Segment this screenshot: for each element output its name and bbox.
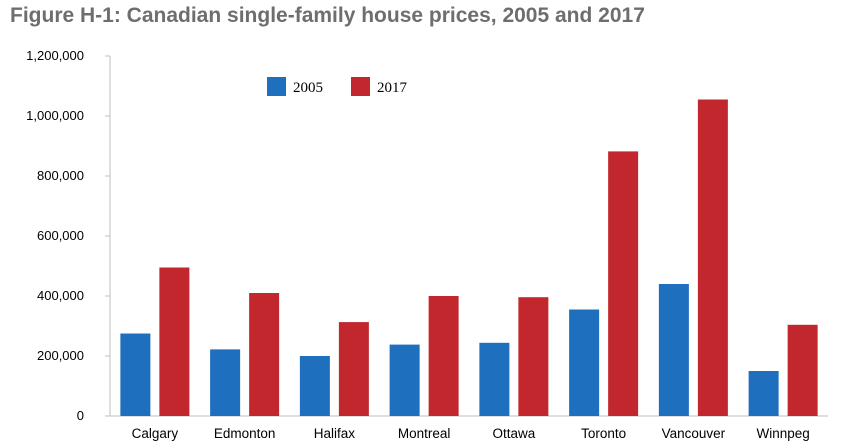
bar-2017-montreal	[428, 296, 459, 416]
bar-2005-toronto	[569, 309, 600, 416]
y-axis-ticks: 0 200,000 400,000 600,000 800,000 1,000,000 1,…	[26, 48, 110, 423]
y-tick-label: 400,000	[37, 288, 84, 303]
bar-2017-calgary	[159, 267, 190, 416]
x-tick-label: Calgary	[132, 426, 179, 441]
y-tick-label: 0	[77, 408, 84, 423]
bar-2005-calgary	[120, 333, 151, 416]
y-tick-label: 600,000	[37, 228, 84, 243]
bars-group	[120, 99, 818, 416]
x-tick-label: Winnpeg	[756, 426, 809, 441]
legend-label-2005: 2005	[293, 80, 323, 96]
x-tick-label: Ottawa	[492, 426, 535, 441]
y-tick-label: 800,000	[37, 168, 84, 183]
y-tick-label: 1,000,000	[26, 108, 84, 123]
x-tick-label: Vancouver	[662, 426, 726, 441]
y-tick-label: 200,000	[37, 348, 84, 363]
legend-label-2017: 2017	[377, 80, 408, 96]
legend-swatch-2017	[351, 77, 370, 96]
figure-title: Figure H-1: Canadian single-family house…	[10, 4, 645, 27]
bar-2017-edmonton	[249, 293, 280, 416]
bar-2017-toronto	[608, 151, 639, 416]
x-tick-label: Montreal	[398, 426, 451, 441]
bar-2005-ottawa	[479, 342, 510, 416]
bar-2017-winnpeg	[787, 324, 818, 416]
bar-2017-vancouver	[697, 99, 728, 416]
bar-2017-ottawa	[518, 297, 549, 416]
x-tick-label: Edmonton	[214, 426, 276, 441]
bar-2005-montreal	[389, 344, 420, 416]
legend-swatch-2005	[267, 77, 286, 96]
y-tick-label: 1,200,000	[26, 48, 84, 63]
bar-2005-halifax	[299, 356, 330, 416]
bar-2005-edmonton	[210, 349, 241, 416]
bar-2005-winnpeg	[748, 371, 779, 416]
bar-2005-vancouver	[658, 284, 689, 416]
x-tick-label: Toronto	[581, 426, 626, 441]
legend: 2005 2017	[267, 77, 408, 96]
x-tick-label: Halifax	[314, 426, 356, 441]
bar-2017-halifax	[338, 322, 369, 416]
x-axis-ticks: Calgary Edmonton Halifax Montreal Ottawa Toro…	[132, 426, 810, 441]
